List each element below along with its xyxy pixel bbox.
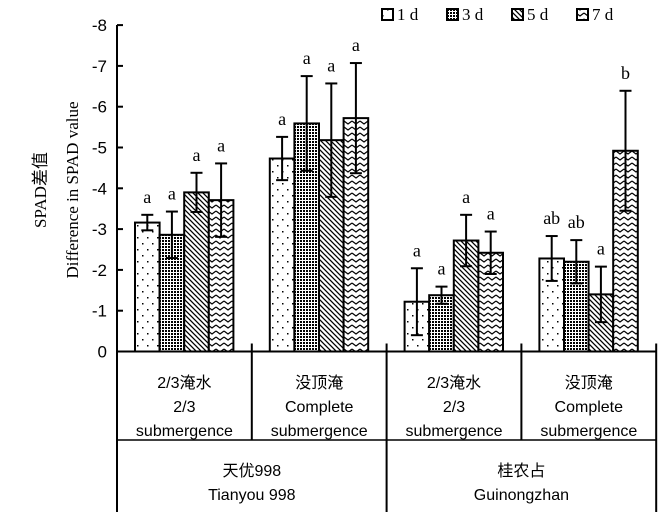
y-tick-label: -1: [92, 302, 107, 321]
significance-letter: a: [143, 187, 151, 207]
variety-label-cn: 天优998: [222, 462, 281, 480]
category-label-en: Complete: [285, 399, 354, 416]
significance-letter: b: [621, 63, 630, 83]
y-tick-label: -7: [92, 57, 107, 76]
significance-letter: a: [597, 239, 605, 259]
variety-label-en: Guinongzhan: [474, 487, 569, 504]
significance-letter: a: [487, 204, 495, 224]
significance-letter: a: [303, 48, 311, 68]
y-tick-label: -5: [92, 139, 107, 158]
bar-5d: [183, 191, 210, 353]
legend-swatch: [446, 8, 459, 21]
category-label-cn: 没顶淹: [565, 374, 613, 392]
category-label-en: submergence: [136, 423, 233, 440]
category-label-en: 2/3: [173, 399, 195, 416]
category-label-en: submergence: [540, 423, 637, 440]
y-tick-label: -4: [92, 179, 107, 198]
legend-label: 3 d: [462, 5, 484, 24]
significance-letter: a: [438, 259, 446, 279]
category-label-cn: 2/3淹水: [157, 374, 211, 392]
legend-swatch: [576, 8, 589, 21]
y-tick-label: -3: [92, 220, 107, 239]
category-label-en: 2/3: [443, 399, 465, 416]
y-tick-label: -6: [92, 98, 107, 117]
significance-letter: a: [462, 187, 470, 207]
category-label-en: Complete: [555, 399, 624, 416]
significance-letter: a: [413, 240, 421, 260]
legend-swatch: [381, 8, 394, 21]
legend-label: 5 d: [527, 5, 549, 24]
significance-letter: a: [217, 135, 225, 155]
category-label-cn: 没顶淹: [295, 374, 343, 392]
variety-label-cn: 桂农占: [497, 462, 545, 480]
category-label-cn: 2/3淹水: [427, 374, 481, 392]
legend-label: 1 d: [397, 5, 419, 24]
significance-letter: ab: [543, 208, 560, 228]
y-tick-label: 0: [98, 343, 107, 362]
significance-letter: ab: [568, 212, 585, 232]
y-axis-title: Difference in SPAD value: [63, 101, 82, 278]
legend-swatch: [511, 8, 524, 21]
y-tick-label: -2: [92, 261, 107, 280]
significance-letter: a: [278, 109, 286, 129]
significance-letter: a: [168, 184, 176, 204]
significance-letter: a: [193, 145, 201, 165]
y-tick-label: -8: [92, 16, 107, 35]
variety-label-en: Tianyou 998: [208, 487, 296, 504]
bar-1d: [134, 221, 161, 353]
y-axis-title-cn: SPAD差值: [31, 152, 50, 228]
bar-7d: [477, 251, 504, 353]
category-label-en: submergence: [406, 423, 503, 440]
category-label-en: submergence: [271, 423, 368, 440]
bar-1d: [268, 157, 296, 353]
legend-label: 7 d: [592, 5, 614, 24]
significance-letter: a: [327, 55, 335, 75]
significance-letter: a: [352, 35, 360, 55]
